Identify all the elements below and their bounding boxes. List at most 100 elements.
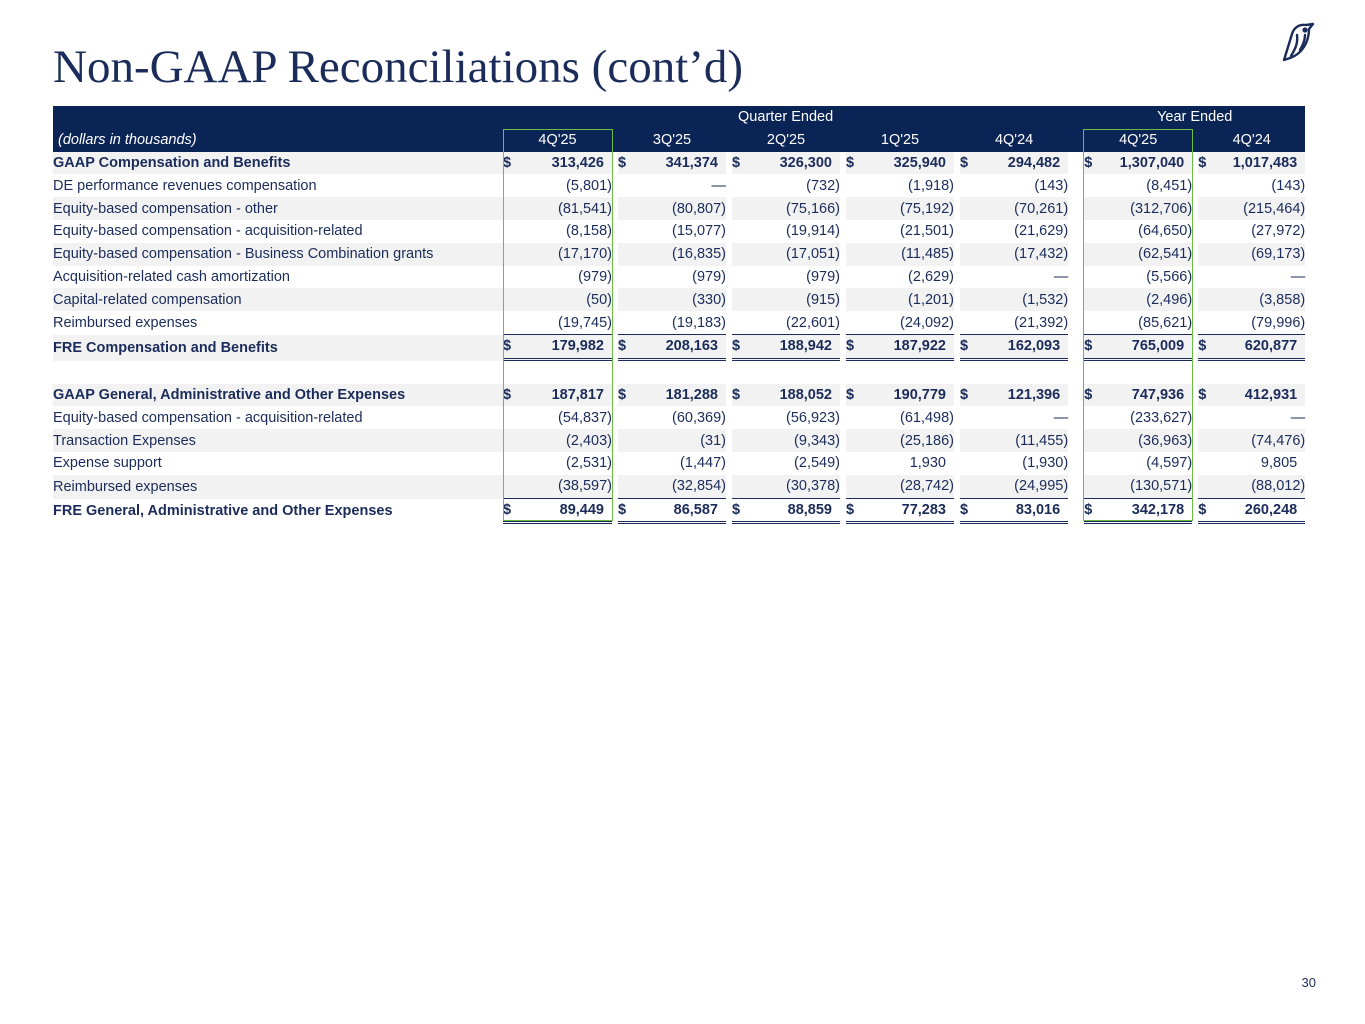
currency-symbol: [846, 429, 866, 452]
table-cell: (24,995): [980, 474, 1069, 499]
currency-symbol: [503, 474, 523, 499]
currency-symbol: $: [732, 151, 752, 175]
currency-symbol: [1198, 429, 1219, 452]
table-cell: 77,283: [866, 499, 954, 525]
table-cell: 342,178: [1104, 499, 1193, 525]
currency-symbol: [618, 474, 638, 499]
currency-symbol: [960, 242, 980, 266]
currency-symbol: [960, 266, 980, 289]
row-label: Equity-based compensation - acquisition-…: [53, 409, 363, 426]
currency-symbol: [1084, 220, 1104, 243]
currency-symbol: [503, 429, 523, 452]
table-cell: 188,942: [752, 334, 840, 361]
row-label: Equity-based compensation - acquisition-…: [53, 223, 363, 240]
table-cell: (11,485): [866, 242, 954, 266]
currency-symbol: [1084, 406, 1104, 429]
spacer-row: [53, 360, 1306, 384]
table-row: Equity-based compensation - other (81,541…: [53, 197, 1306, 220]
row-label: GAAP General, Administrative and Other E…: [53, 383, 503, 407]
currency-symbol: [618, 197, 638, 220]
column-header: 4Q'24: [1198, 128, 1306, 152]
currency-symbol: [503, 266, 523, 289]
table-cell: —: [1290, 409, 1306, 426]
table-cell: (24,092): [866, 311, 954, 335]
table-cell: (85,621): [1104, 311, 1193, 335]
currency-symbol: [732, 406, 752, 429]
currency-symbol: [618, 220, 638, 243]
currency-symbol: [846, 288, 866, 312]
table-cell: (22,601): [752, 311, 840, 335]
table-cell: (143): [1271, 177, 1306, 194]
currency-symbol: $: [503, 499, 523, 525]
currency-symbol: [732, 474, 752, 499]
currency-symbol: [732, 197, 752, 220]
row-label: Capital-related compensation: [53, 288, 503, 312]
row-label: FRE Compensation and Benefits: [53, 334, 503, 361]
table-cell: 294,482: [980, 151, 1069, 175]
currency-symbol: [1198, 220, 1218, 243]
currency-symbol: $: [503, 383, 523, 407]
currency-symbol: [960, 452, 980, 475]
row-label: Equity-based compensation - other: [53, 197, 503, 220]
table-cell: 1,307,040: [1104, 151, 1193, 175]
table-cell: (36,963): [1104, 429, 1193, 452]
bird-logo-icon: [1282, 22, 1315, 62]
currency-symbol: [846, 406, 866, 429]
currency-symbol: [846, 474, 866, 499]
currency-symbol: [846, 452, 866, 475]
table-cell: 88,859: [752, 499, 840, 525]
table-cell: 620,877: [1218, 334, 1306, 361]
units-label: (dollars in thousands): [53, 128, 503, 152]
table-cell: (19,745): [523, 311, 612, 335]
table-cell: —: [711, 177, 727, 194]
table-cell: (5,801): [566, 177, 612, 194]
table-row: FRE Compensation and Benefits $179,982 $20…: [53, 334, 1306, 361]
currency-symbol: [1198, 406, 1218, 429]
currency-symbol: [732, 174, 752, 197]
table-cell: (2,496): [1104, 288, 1193, 312]
table-row: Acquisition-related cash amortization (97…: [53, 265, 1305, 289]
table-cell: 83,016: [980, 499, 1069, 525]
table-cell: (79,996): [1218, 311, 1306, 335]
currency-symbol: $: [503, 334, 523, 361]
table-cell: 1,930: [909, 455, 946, 472]
currency-symbol: [503, 406, 523, 429]
currency-symbol: [1084, 242, 1105, 266]
currency-symbol: $: [846, 499, 866, 525]
currency-symbol: [960, 174, 980, 197]
currency-symbol: [1198, 197, 1219, 220]
row-label: Equity-based compensation - Business Com…: [53, 242, 503, 266]
table-cell: (312,706): [1104, 197, 1193, 220]
currency-symbol: [1198, 288, 1219, 312]
table-cell: (215,464): [1218, 197, 1306, 220]
currency-symbol: $: [960, 334, 980, 361]
table-row: Reimbursed expenses (38,597) (32,854) (30,3…: [53, 474, 1306, 499]
table-cell: (88,012): [1218, 474, 1306, 499]
currency-symbol: [1084, 429, 1105, 452]
currency-symbol: [960, 311, 980, 335]
row-label: GAAP Compensation and Benefits: [53, 151, 503, 175]
row-label: DE performance revenues compensation: [53, 177, 317, 194]
table-cell: (61,498): [899, 409, 954, 426]
table-cell: (21,629): [1014, 223, 1069, 240]
currency-symbol: $: [1198, 383, 1219, 407]
table-row: Reimbursed expenses (19,745) (19,183) (22,6…: [53, 311, 1306, 335]
table-cell: (70,261): [980, 197, 1069, 220]
currency-symbol: [732, 220, 752, 243]
currency-symbol: $: [1198, 151, 1219, 175]
currency-symbol: [1084, 452, 1104, 475]
table-cell: (15,077): [671, 223, 726, 240]
table-cell: 179,982: [523, 334, 612, 361]
table-cell: (50): [523, 288, 612, 312]
table-cell: (11,455): [980, 429, 1069, 452]
currency-symbol: $: [732, 383, 752, 407]
currency-symbol: $: [732, 334, 752, 361]
currency-symbol: [618, 452, 638, 475]
table-cell: (30,378): [752, 474, 840, 499]
table-cell: (9,343): [752, 429, 840, 452]
currency-symbol: [846, 266, 866, 289]
table-cell: (17,170): [523, 242, 612, 266]
currency-symbol: [618, 174, 638, 197]
currency-symbol: $: [846, 383, 866, 407]
table-row: Expense support (2,531) (1,447) (2,549) 1,93…: [53, 451, 1305, 475]
